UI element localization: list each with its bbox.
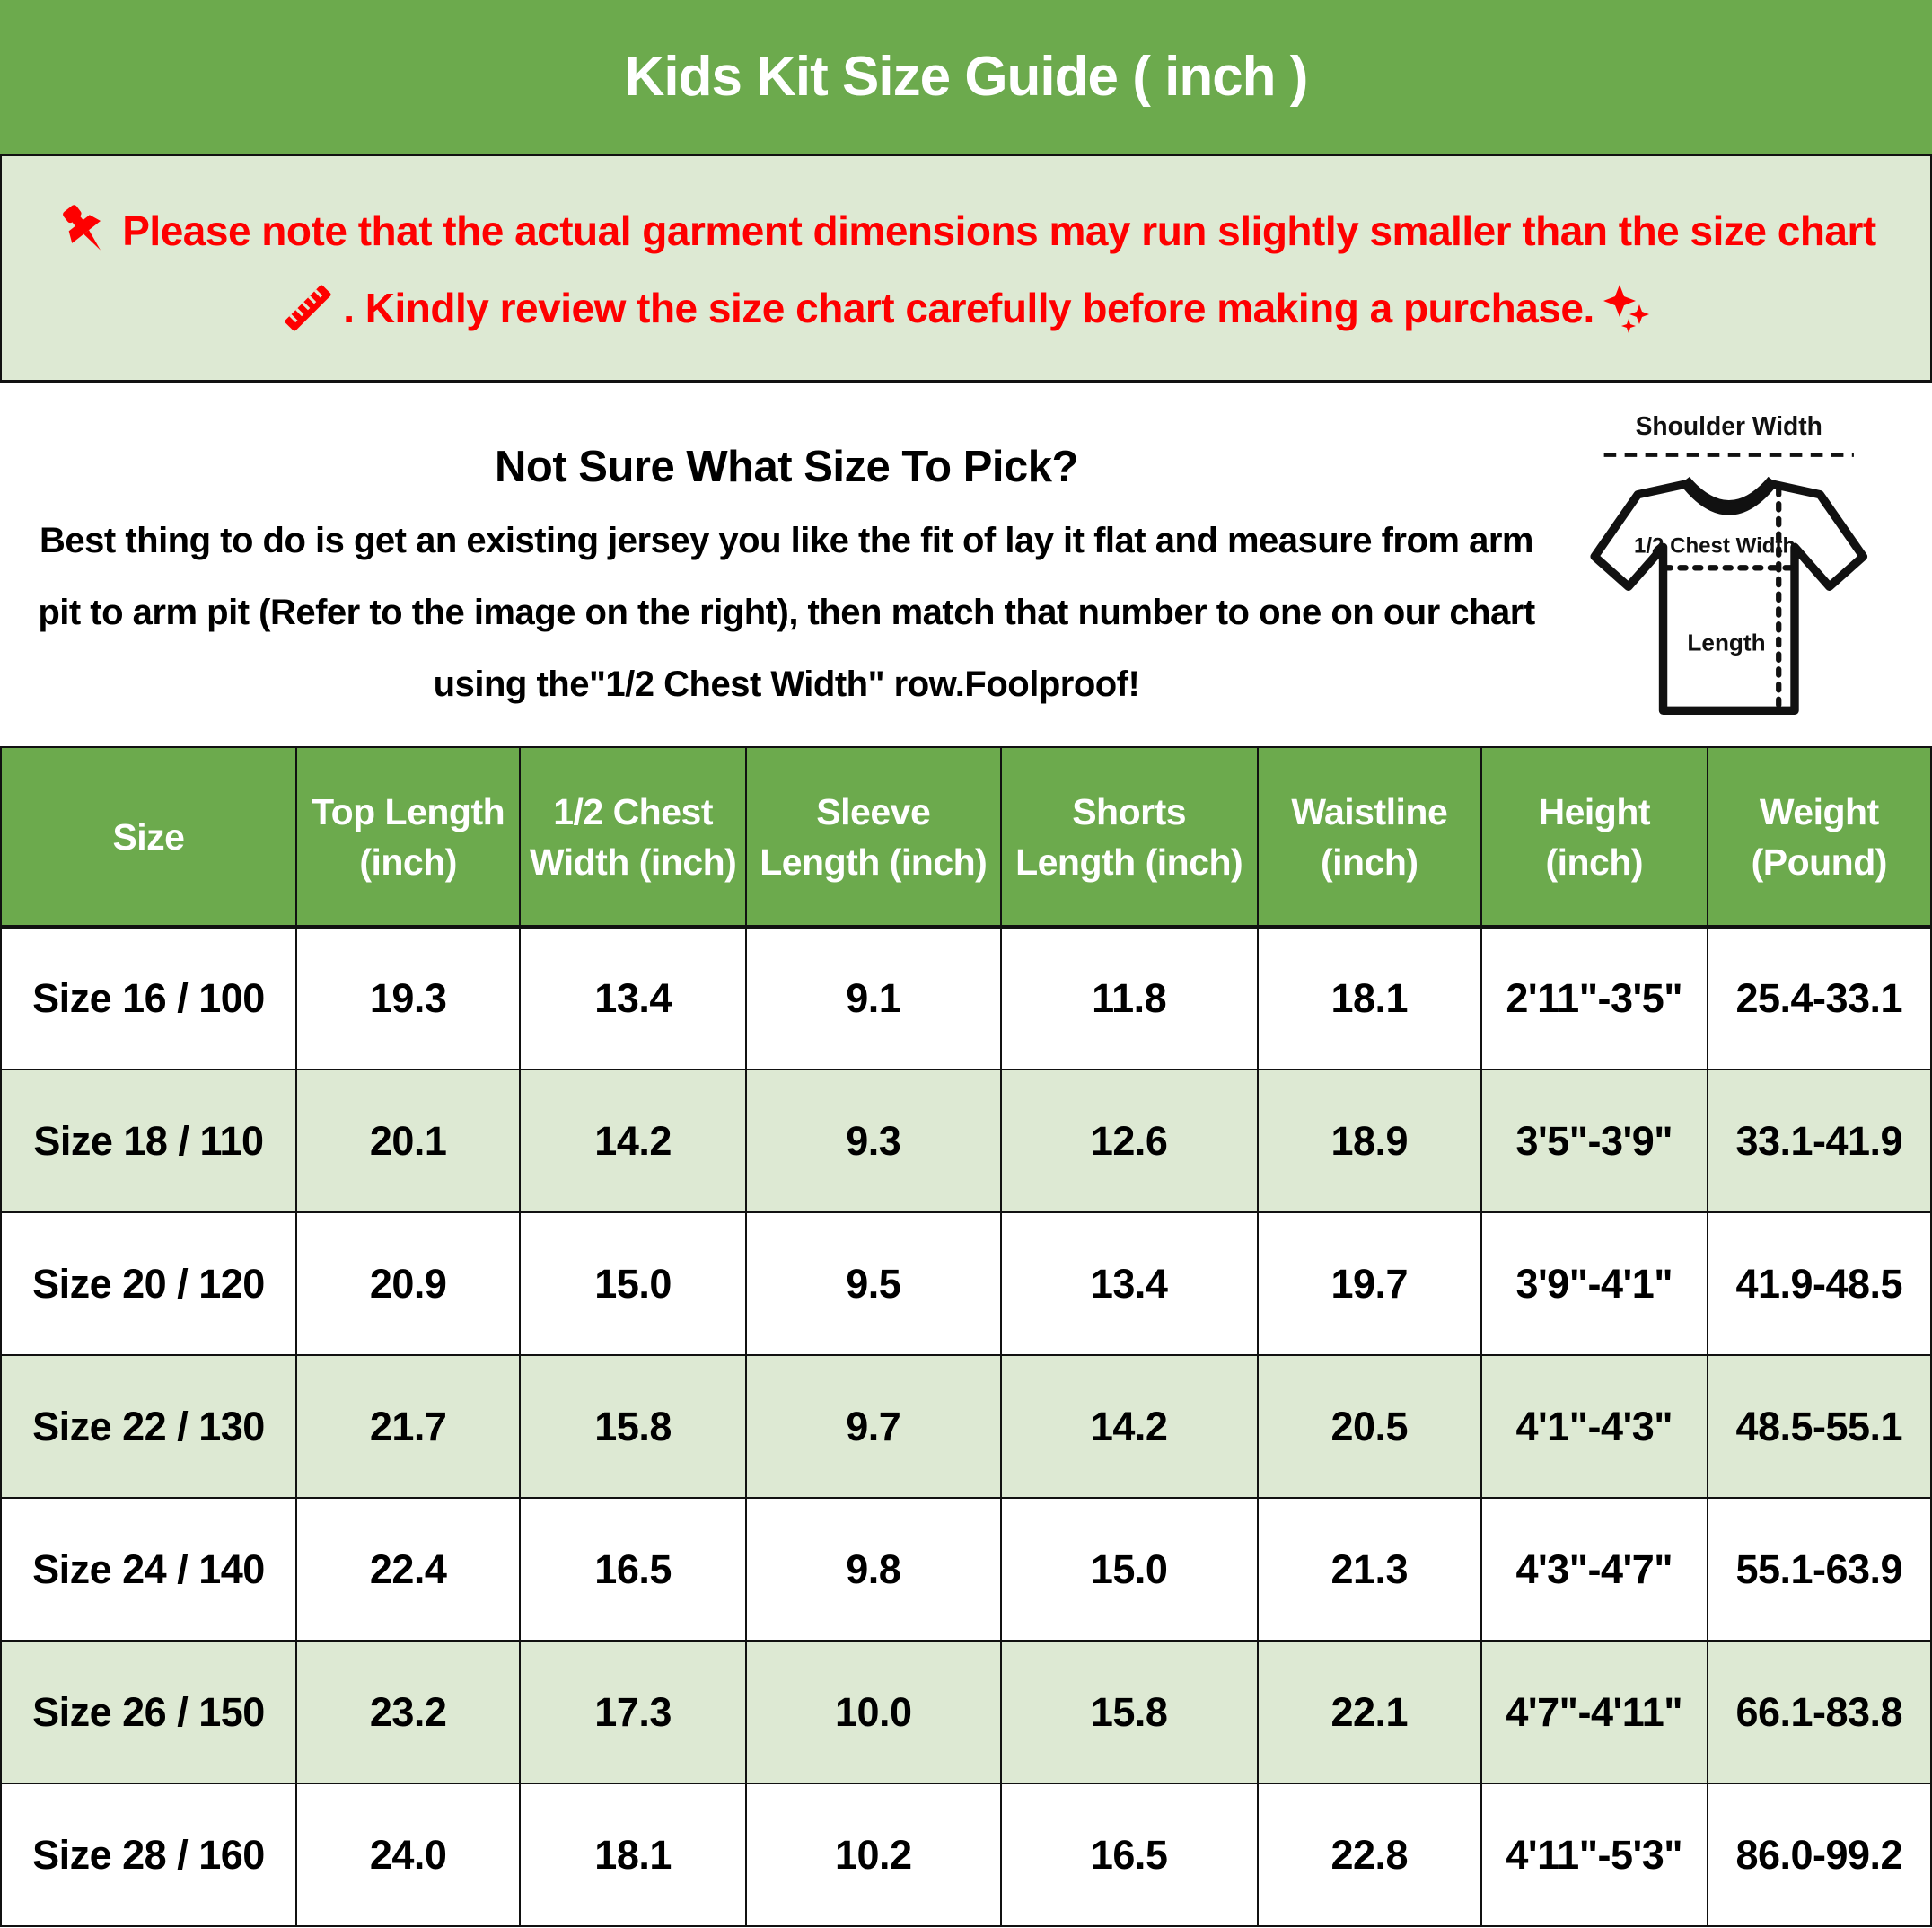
value-cell: 20.1: [294, 1069, 522, 1213]
value-cell: 15.8: [519, 1354, 747, 1499]
shoulder-width-label: Shoulder Width: [1636, 411, 1822, 440]
tshirt-diagram: Shoulder Width 1/2 Chest Width Length: [1559, 399, 1918, 746]
chest-width-label: 1/2 Chest Width: [1634, 534, 1796, 559]
value-cell: 17.3: [519, 1640, 747, 1784]
value-cell: 22.8: [1256, 1783, 1483, 1927]
value-cell: 9.8: [744, 1497, 1002, 1642]
length-label: Length: [1687, 629, 1765, 656]
measure-guide-section: Not Sure What Size To Pick? Best thing t…: [0, 383, 1932, 746]
column-header: Top Length (inch): [294, 746, 522, 929]
tshirt-neckband: [1680, 476, 1778, 515]
size-cell: Size 26 / 150: [0, 1640, 297, 1784]
value-cell: 4'11"-5'3": [1480, 1783, 1708, 1927]
value-cell: 3'5"-3'9": [1480, 1069, 1708, 1213]
table-row: Size 24 / 140 22.4 16.5 9.8 15.0 21.3 4'3"-4'7…: [0, 1497, 1932, 1642]
value-cell: 4'3"-4'7": [1480, 1497, 1708, 1642]
size-cell: Size 20 / 120: [0, 1211, 297, 1356]
value-cell: 12.6: [999, 1069, 1259, 1213]
table-header-row: Size Top Length (inch) 1/2 Chest Width (inch…: [0, 746, 1932, 929]
value-cell: 20.9: [294, 1211, 522, 1356]
column-header: Weight (Pound): [1706, 746, 1932, 929]
value-cell: 15.0: [519, 1211, 747, 1356]
notice-banner: Please note that the actual garment dime…: [0, 156, 1932, 383]
column-header: Height (inch): [1480, 746, 1708, 929]
value-cell: 22.4: [294, 1497, 522, 1642]
size-cell: Size 28 / 160: [0, 1783, 297, 1927]
value-cell: 9.5: [744, 1211, 1002, 1356]
value-cell: 19.3: [294, 926, 522, 1070]
value-cell: 21.3: [1256, 1497, 1483, 1642]
guide-line: pit to arm pit (Refer to the image on th…: [38, 593, 1535, 632]
table-row: Size 22 / 130 21.7 15.8 9.7 14.2 20.5 4'1"-4'3…: [0, 1354, 1932, 1499]
value-cell: 48.5-55.1: [1706, 1354, 1932, 1499]
size-cell: Size 18 / 110: [0, 1069, 297, 1213]
value-cell: 9.7: [744, 1354, 1002, 1499]
size-cell: Size 16 / 100: [0, 926, 297, 1070]
value-cell: 16.5: [999, 1783, 1259, 1927]
value-cell: 86.0-99.2: [1706, 1783, 1932, 1927]
value-cell: 18.1: [519, 1783, 747, 1927]
pushpin-icon: [56, 201, 115, 260]
value-cell: 23.2: [294, 1640, 522, 1784]
value-cell: 4'1"-4'3": [1480, 1354, 1708, 1499]
notice-line-1: Please note that the actual garment dime…: [56, 201, 1876, 260]
table-row: Size 16 / 100 19.3 13.4 9.1 11.8 18.1 2'11"-3'…: [0, 926, 1932, 1070]
guide-text: Not Sure What Size To Pick? Best thing t…: [14, 399, 1559, 746]
notice-line-2: . Kindly review the size chart carefully…: [280, 280, 1652, 336]
guide-line: Best thing to do is get an existing jers…: [40, 521, 1533, 560]
ruler-icon: [280, 280, 336, 336]
sparkles-icon: [1602, 283, 1652, 333]
value-cell: 11.8: [999, 926, 1259, 1070]
value-cell: 41.9-48.5: [1706, 1211, 1932, 1356]
size-cell: Size 24 / 140: [0, 1497, 297, 1642]
size-table: Size Top Length (inch) 1/2 Chest Width (inch…: [0, 746, 1932, 1927]
tshirt-outline: [1590, 479, 1868, 716]
table-row: Size 20 / 120 20.9 15.0 9.5 13.4 19.7 3'9"-4'1…: [0, 1211, 1932, 1356]
value-cell: 55.1-63.9: [1706, 1497, 1932, 1642]
guide-line: using the"1/2 Chest Width" row.Foolproof…: [433, 665, 1140, 704]
value-cell: 66.1-83.8: [1706, 1640, 1932, 1784]
value-cell: 10.2: [744, 1783, 1002, 1927]
size-cell: Size 22 / 130: [0, 1354, 297, 1499]
value-cell: 15.0: [999, 1497, 1259, 1642]
value-cell: 2'11"-3'5": [1480, 926, 1708, 1070]
value-cell: 14.2: [519, 1069, 747, 1213]
value-cell: 20.5: [1256, 1354, 1483, 1499]
guide-heading: Not Sure What Size To Pick?: [495, 443, 1078, 491]
table-row: Size 28 / 160 24.0 18.1 10.2 16.5 22.8 4'11"-5…: [0, 1783, 1932, 1927]
page-title: Kids Kit Size Guide ( inch ): [624, 46, 1309, 108]
table-row: Size 26 / 150 23.2 17.3 10.0 15.8 22.1 4'7"-4'…: [0, 1640, 1932, 1784]
value-cell: 9.3: [744, 1069, 1002, 1213]
notice-text-2: . Kindly review the size chart carefully…: [343, 284, 1594, 331]
title-bar: Kids Kit Size Guide ( inch ): [0, 0, 1932, 156]
column-header: Waistline (inch): [1256, 746, 1483, 929]
value-cell: 21.7: [294, 1354, 522, 1499]
value-cell: 18.1: [1256, 926, 1483, 1070]
value-cell: 15.8: [999, 1640, 1259, 1784]
notice-text-1: Please note that the actual garment dime…: [122, 207, 1876, 254]
value-cell: 14.2: [999, 1354, 1259, 1499]
column-header: Sleeve Length (inch): [744, 746, 1002, 929]
value-cell: 18.9: [1256, 1069, 1483, 1213]
value-cell: 25.4-33.1: [1706, 926, 1932, 1070]
column-header: 1/2 Chest Width (inch): [519, 746, 747, 929]
value-cell: 13.4: [519, 926, 747, 1070]
value-cell: 19.7: [1256, 1211, 1483, 1356]
value-cell: 13.4: [999, 1211, 1259, 1356]
value-cell: 22.1: [1256, 1640, 1483, 1784]
value-cell: 24.0: [294, 1783, 522, 1927]
value-cell: 4'7"-4'11": [1480, 1640, 1708, 1784]
value-cell: 9.1: [744, 926, 1002, 1070]
value-cell: 3'9"-4'1": [1480, 1211, 1708, 1356]
column-header: Shorts Length (inch): [999, 746, 1259, 929]
column-header: Size: [0, 746, 297, 929]
value-cell: 33.1-41.9: [1706, 1069, 1932, 1213]
table-row: Size 18 / 110 20.1 14.2 9.3 12.6 18.9 3'5"-3'9…: [0, 1069, 1932, 1213]
value-cell: 16.5: [519, 1497, 747, 1642]
value-cell: 10.0: [744, 1640, 1002, 1784]
